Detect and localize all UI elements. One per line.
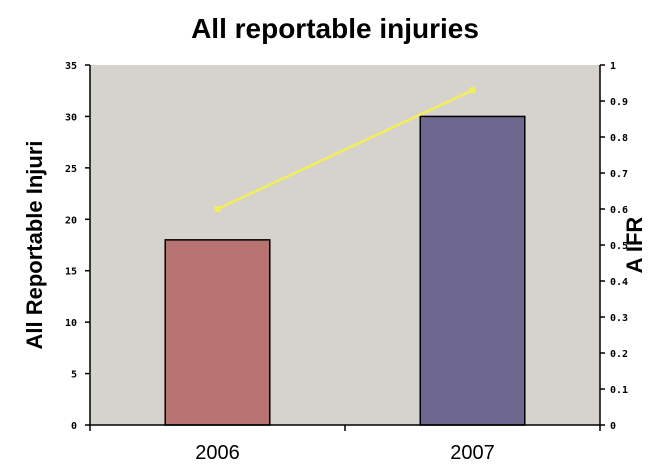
y-left-tick-label: 30	[65, 112, 77, 123]
y-axis-left-label: All Reportable Injuri	[22, 140, 47, 349]
y-left-tick-label: 10	[65, 318, 77, 329]
line-point-2006	[214, 206, 221, 212]
y-right-tick-label: 0.5	[610, 241, 628, 252]
y-left-tick-label: 5	[71, 370, 77, 381]
y-left-tick-label: 25	[65, 164, 77, 175]
y-right-tick-label: 1	[610, 61, 616, 72]
y-axis-right-label: A IFR	[622, 217, 647, 274]
bar-2006	[164, 239, 271, 426]
y-right-tick-label: 0.1	[610, 385, 628, 396]
y-right-tick-label: 0.6	[610, 205, 628, 216]
y-right-tick-label: 0.3	[610, 313, 628, 324]
line-series	[216, 89, 474, 211]
y-right-tick-label: 0	[610, 421, 616, 432]
bar-2007	[419, 115, 526, 426]
line-point-2007	[469, 87, 476, 94]
y-left-tick-label: 35	[65, 61, 77, 72]
y-left-tick-label: 20	[65, 215, 77, 226]
y-right-tick-label: 0.7	[610, 169, 628, 180]
y-left-tick-label: 0	[71, 421, 77, 432]
y-right-tick-label: 0.8	[610, 133, 628, 144]
y-right-tick-label: 0.9	[610, 97, 628, 108]
y-right-tick-label: 0.4	[610, 277, 628, 288]
y-left-tick-label: 15	[65, 267, 77, 278]
x-tick-label: 2007	[450, 442, 495, 464]
x-tick-label: 2006	[195, 442, 240, 464]
y-right-tick-label: 0.2	[610, 349, 628, 360]
chart-title: All reportable injuries	[191, 13, 479, 44]
